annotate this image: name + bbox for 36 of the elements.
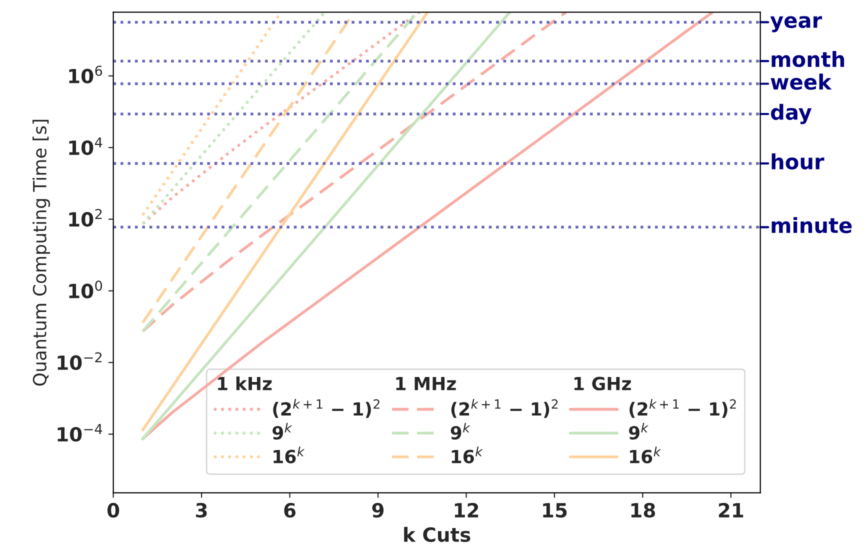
legend-label: 9$^{k}$ (628, 422, 648, 440)
y-axis-title: Quantum Computing Time [s] (32, 120, 50, 386)
ref-line-label: week (770, 74, 832, 90)
legend-label: (2$^{k+1}$ − 1)$^{2}$ (273, 399, 380, 418)
ref-line-label: month (772, 51, 844, 68)
line-series (141, 12, 421, 226)
x-tick-label: 21 (718, 502, 744, 518)
annotation: 1 GHz (574, 376, 631, 390)
y-tick-label: 10$^{2}$ (69, 208, 102, 227)
legend-label: 9$^{k}$ (272, 422, 292, 440)
legend-label: 9$^{k}$ (450, 422, 470, 440)
x-tick-label: 12 (454, 502, 478, 518)
x-axis-title: k Cuts (404, 526, 470, 542)
legend-label: 16$^{k}$ (274, 446, 305, 464)
y-tick-label: 10$^{4}$ (69, 137, 102, 156)
ref-line-label: hour (772, 153, 824, 170)
x-tick-label: 3 (196, 502, 207, 518)
legend-label: (2$^{k+1}$ − 1)$^{2}$ (630, 399, 736, 418)
x-tick-label: 0 (107, 502, 120, 518)
annotation: 1 kHz (218, 376, 272, 390)
annotation: 1 MHz (396, 377, 456, 390)
legend-label: (2$^{k+1}$ − 1)$^{2}$ (451, 399, 558, 418)
x-tick-label: 6 (284, 502, 296, 518)
ref-line-label: minute (772, 217, 852, 234)
x-tick-label: 9 (372, 502, 384, 518)
line-series (141, 12, 568, 333)
legend-label: 16$^{k}$ (452, 446, 483, 464)
x-tick-label: 15 (543, 503, 567, 518)
ref-line-label: year (770, 16, 822, 32)
y-tick-label: 10$^{0}$ (69, 280, 102, 298)
y-tick-label: 10$^{6}$ (69, 66, 102, 84)
ref-line-label: day (770, 104, 812, 124)
y-tick-label: 10$^{−2}$ (58, 352, 102, 370)
legend-label: 16$^{k}$ (630, 446, 662, 464)
y-tick-label: 10$^{−4}$ (58, 424, 102, 442)
x-tick-label: 18 (631, 502, 656, 518)
